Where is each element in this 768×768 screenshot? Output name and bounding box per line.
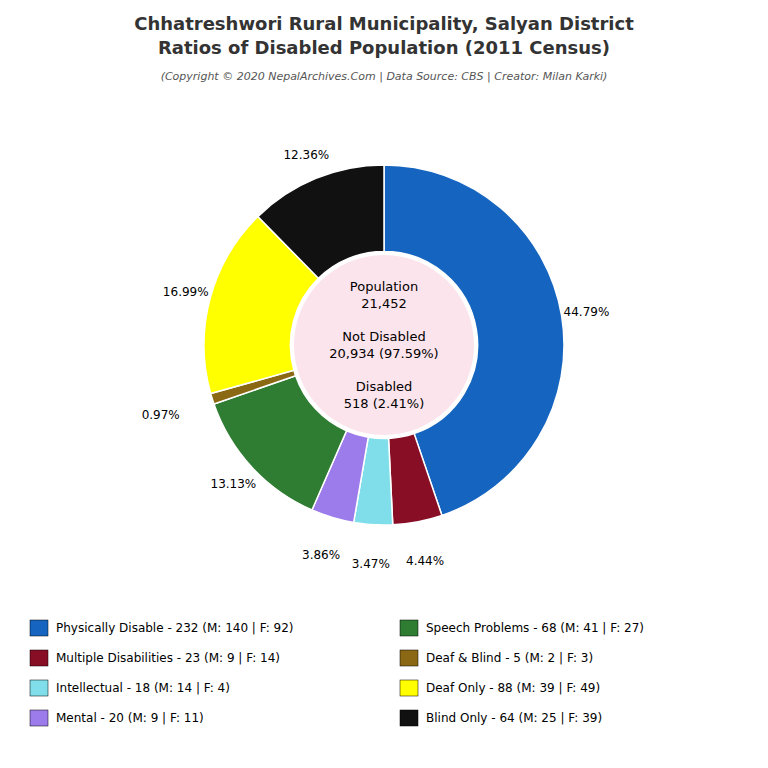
annotation: 20,934 (97.59%)	[329, 346, 438, 361]
legend-swatch	[30, 710, 48, 726]
legend-item: Deaf & Blind - 5 (M: 2 | F: 3)	[400, 650, 593, 666]
legend-swatch	[400, 680, 418, 696]
slices	[204, 165, 564, 525]
legend-item: Deaf Only - 88 (M: 39 | F: 49)	[400, 680, 600, 696]
title-group: Chhatreshwori Rural Municipality, Salyan…	[134, 13, 634, 83]
legend-item: Speech Problems - 68 (M: 41 | F: 27)	[400, 620, 644, 636]
legend-swatch	[30, 680, 48, 696]
legend-label: Blind Only - 64 (M: 25 | F: 39)	[426, 711, 602, 725]
legend-item: Multiple Disabilities - 23 (M: 9 | F: 14…	[30, 650, 280, 666]
legend-swatch	[30, 620, 48, 636]
data-label: 3.47%	[352, 557, 390, 571]
legend: Physically Disable - 232 (M: 140 | F: 92…	[30, 620, 644, 726]
legend-item: Intellectual - 18 (M: 14 | F: 4)	[30, 680, 230, 696]
legend-item: Physically Disable - 232 (M: 140 | F: 92…	[30, 620, 294, 636]
plot-area: 44.79% 4.44% 3.47% 3.86% 13.13% 0.97% 16.99% 12…	[142, 148, 610, 571]
legend-swatch	[400, 620, 418, 636]
legend-label: Physically Disable - 232 (M: 140 | F: 92…	[56, 621, 294, 635]
legend-label: Intellectual - 18 (M: 14 | F: 4)	[56, 681, 230, 695]
title: Chhatreshwori Rural Municipality, Salyan…	[134, 13, 634, 34]
annotation: Not Disabled	[342, 329, 425, 344]
title: Ratios of Disabled Population (2011 Cens…	[158, 37, 610, 58]
slice	[389, 434, 442, 525]
data-label: 44.79%	[564, 305, 610, 319]
legend-label: Deaf & Blind - 5 (M: 2 | F: 3)	[426, 651, 593, 665]
data-label: 4.44%	[406, 554, 444, 568]
data-label: 12.36%	[283, 148, 329, 162]
legend-label: Speech Problems - 68 (M: 41 | F: 27)	[426, 621, 644, 635]
subtitle: (Copyright © 2020 NepalArchives.Com | Da…	[161, 70, 608, 83]
legend-item: Mental - 20 (M: 9 | F: 11)	[30, 710, 204, 726]
legend-label: Mental - 20 (M: 9 | F: 11)	[56, 711, 204, 725]
legend-swatch	[400, 710, 418, 726]
legend-label: Multiple Disabilities - 23 (M: 9 | F: 14…	[56, 651, 280, 665]
data-label: 0.97%	[142, 408, 180, 422]
legend-swatch	[30, 650, 48, 666]
legend-label: Deaf Only - 88 (M: 39 | F: 49)	[426, 681, 600, 695]
donut-center	[294, 255, 474, 435]
data-labels: 44.79% 4.44% 3.47% 3.86% 13.13% 0.97% 16.99% 12…	[142, 148, 610, 571]
annotation: 518 (2.41%)	[344, 396, 424, 411]
legend-swatch	[400, 650, 418, 666]
annotation: Population	[350, 279, 418, 294]
annotation: 21,452	[361, 296, 407, 311]
data-label: 16.99%	[163, 285, 209, 299]
annotation: Disabled	[356, 379, 412, 394]
data-label: 3.86%	[302, 548, 340, 562]
data-label: 13.13%	[210, 477, 256, 491]
chart-root: Chhatreshwori Rural Municipality, Salyan…	[0, 0, 768, 768]
annotations: Population 21,452 Not Disabled 20,934 (97.5…	[329, 279, 438, 411]
legend-item: Blind Only - 64 (M: 25 | F: 39)	[400, 710, 602, 726]
